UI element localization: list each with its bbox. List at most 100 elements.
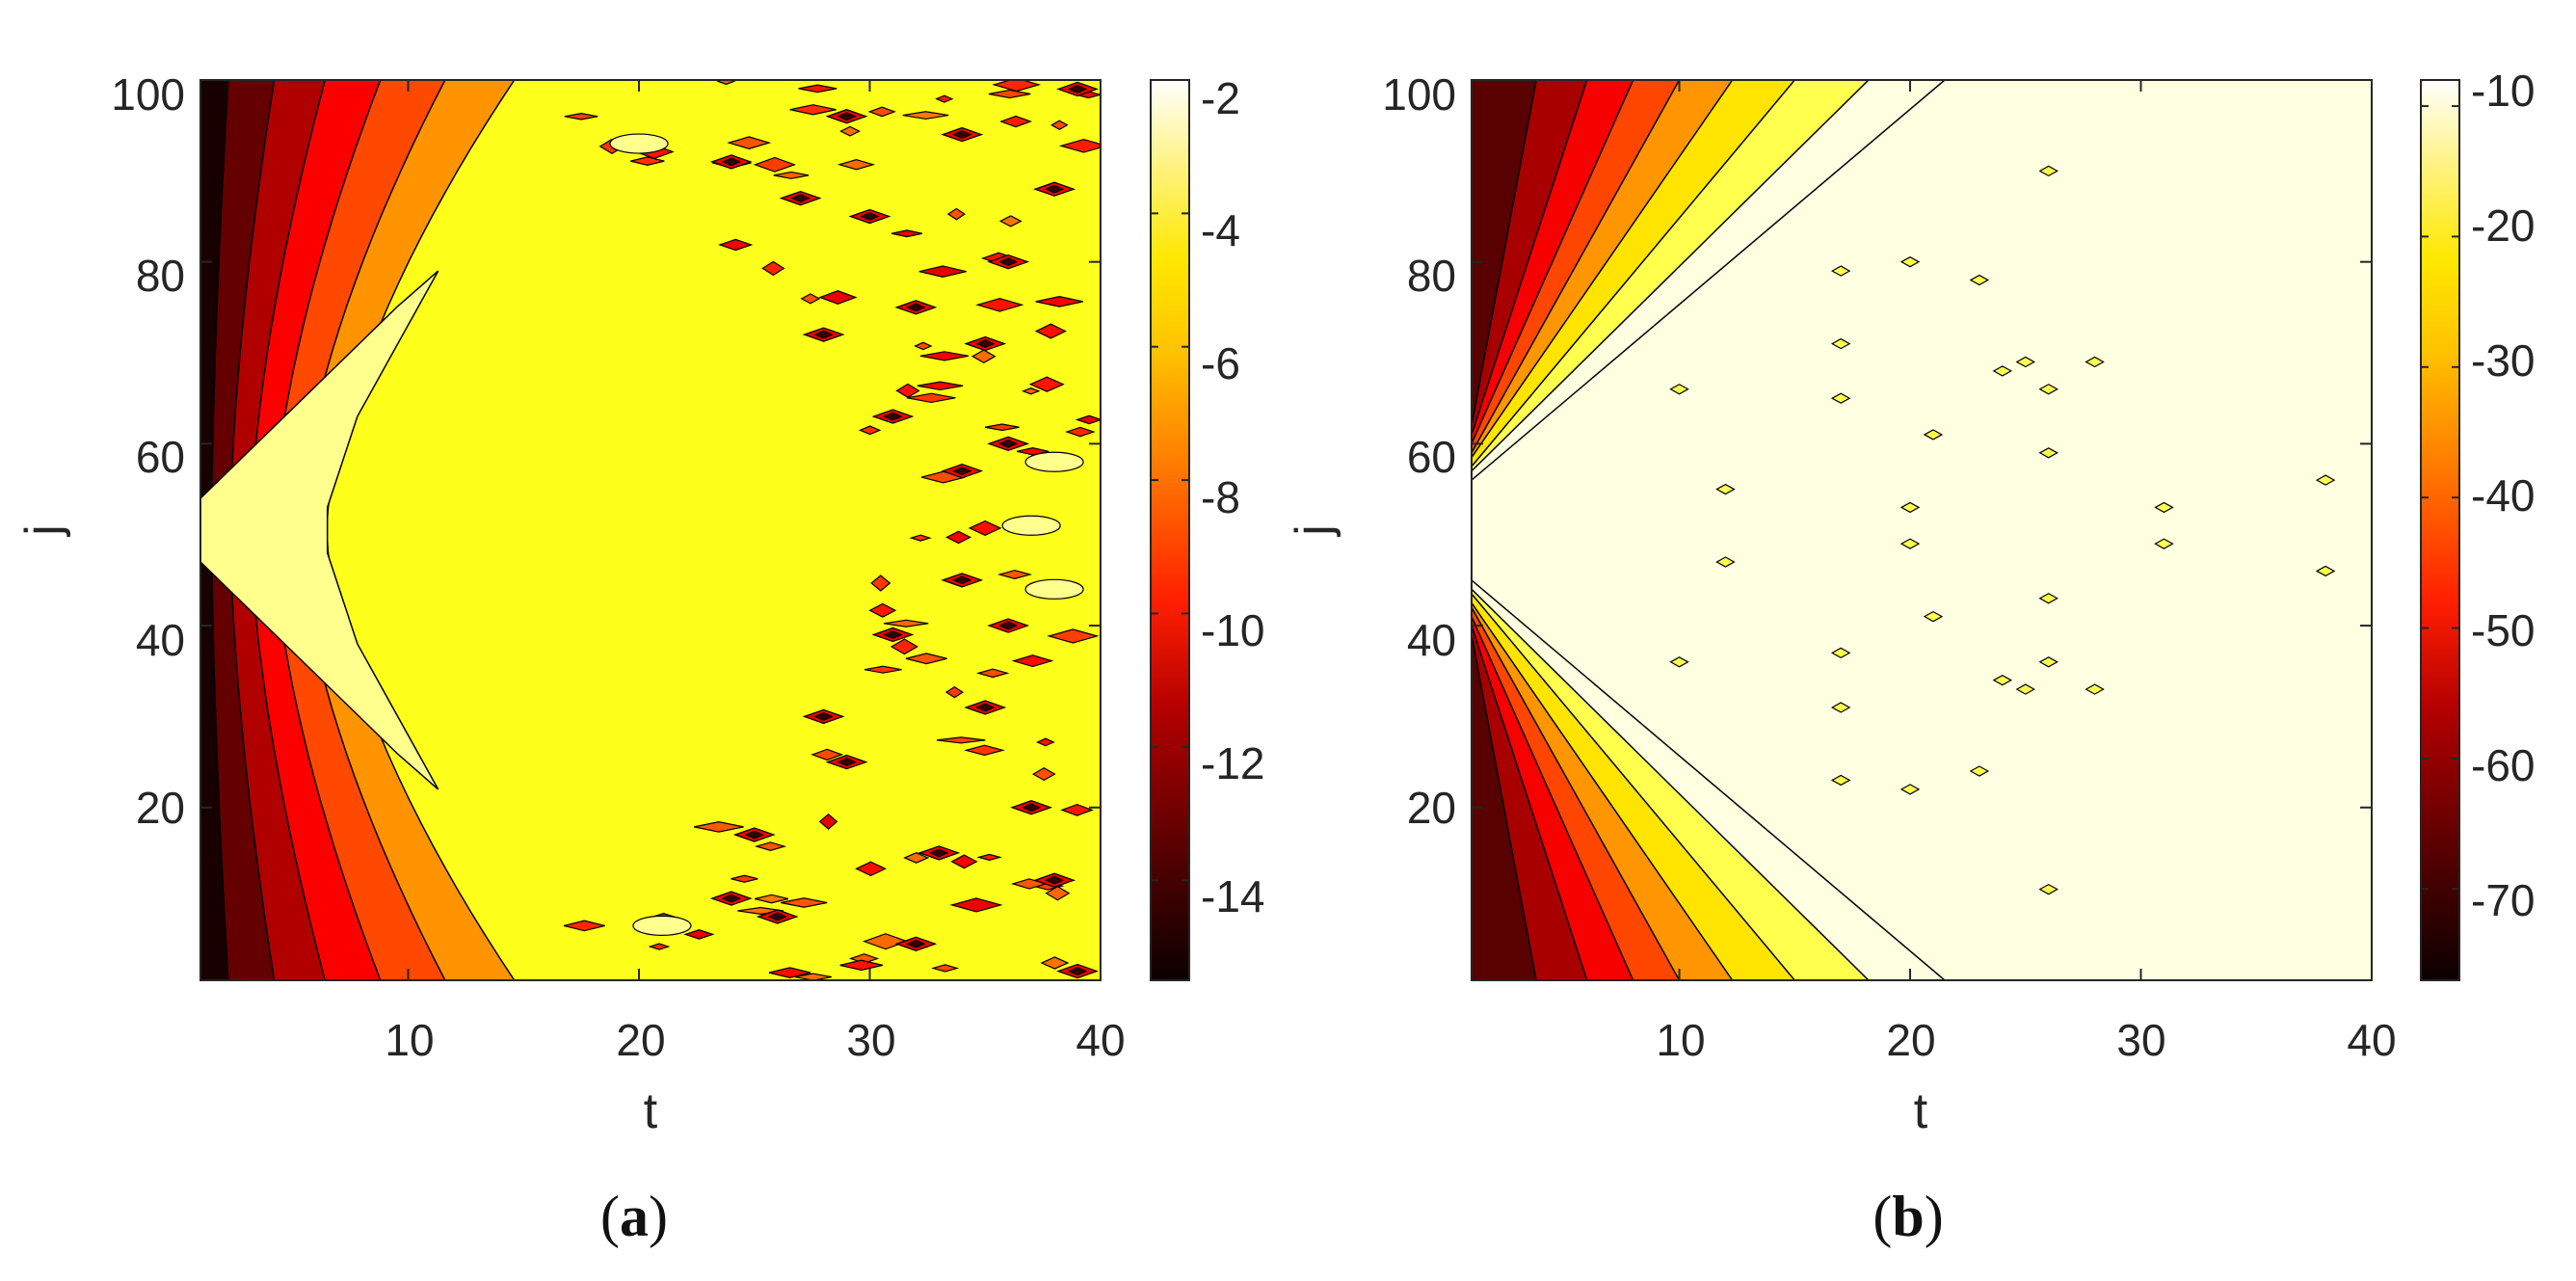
speckle <box>1669 384 1689 395</box>
y-tick-label: 80 <box>136 251 185 301</box>
speckle <box>761 260 785 277</box>
colorbar-b: -10 -20 -30 -40 -50 -60 -70 <box>2420 66 2535 981</box>
speckle <box>1034 323 1067 339</box>
speckle <box>968 520 1002 536</box>
speckle <box>870 574 891 592</box>
speckle <box>2085 356 2105 368</box>
contour-field-b <box>1472 80 2372 980</box>
speckle <box>1899 501 1921 514</box>
speckle <box>1992 674 2013 686</box>
speckle <box>1060 803 1094 816</box>
speckle <box>1017 447 1049 456</box>
speckle <box>1669 656 1689 668</box>
pit-core <box>860 211 880 222</box>
colorbar-ticks-a <box>1151 79 1189 882</box>
speckle <box>794 973 833 980</box>
x-tick-label: 30 <box>2116 1015 2165 1065</box>
speckle <box>988 89 1031 99</box>
speckle <box>855 861 887 877</box>
speckle <box>773 171 810 179</box>
colorbar-tick-label: -10 <box>1201 605 1264 655</box>
colorbar-a: -2 -4 -6 -8 -10 -12 -14 <box>1150 73 1264 981</box>
speckle <box>683 929 715 940</box>
speckle <box>883 619 929 627</box>
pit-core <box>744 830 765 840</box>
pit-core <box>997 257 1019 267</box>
speckle <box>1040 956 1070 970</box>
speckle <box>859 425 882 436</box>
pit-core <box>767 912 787 921</box>
speckle <box>563 920 605 932</box>
x-tick-label: 40 <box>1076 1015 1125 1065</box>
pit-core <box>1044 875 1065 885</box>
speckle <box>867 106 896 118</box>
y-axis-label: j <box>15 524 71 538</box>
ticks-a <box>200 79 1102 980</box>
colorbar-tick-label: -70 <box>2471 875 2535 925</box>
speckle <box>1021 387 1041 395</box>
speckle <box>1923 610 1944 623</box>
speckle <box>976 853 1002 861</box>
colorbar-tick-label: -30 <box>2471 335 2535 386</box>
speckle <box>918 265 967 279</box>
speckle <box>1715 556 1736 568</box>
colorbar-tick-label: -12 <box>1201 738 1264 788</box>
speckle <box>753 156 797 173</box>
speckle <box>837 159 876 171</box>
speckle <box>564 113 598 120</box>
x-tick-label: 30 <box>846 1015 895 1065</box>
speckle <box>1899 538 1921 549</box>
speckle <box>1011 654 1054 668</box>
speckle <box>964 744 1005 757</box>
panel-caption-b: (b) <box>1872 1185 1943 1248</box>
pit-core <box>883 629 903 640</box>
speckle <box>839 125 862 137</box>
pit-core <box>906 303 926 312</box>
pit-core <box>952 575 972 585</box>
contour-field-a <box>200 80 1101 980</box>
y-tick-label: 60 <box>136 432 185 482</box>
speckle-field-a <box>563 80 1101 980</box>
pit-core <box>813 330 834 339</box>
speckle <box>800 293 821 305</box>
speckle <box>2154 538 2174 549</box>
y-tick-label: 20 <box>1407 783 1456 833</box>
y-axis-label: j <box>1286 524 1341 538</box>
pit-core <box>721 894 742 903</box>
speckle <box>905 653 947 665</box>
speckle <box>1969 765 1990 777</box>
colorbar-tick-label: -6 <box>1201 338 1240 388</box>
contour-pale-wedge <box>200 270 439 790</box>
pit-core <box>1044 184 1065 194</box>
speckle <box>895 383 920 398</box>
speckle <box>999 115 1033 128</box>
front-band <box>1472 80 1537 426</box>
speckle <box>914 341 933 351</box>
speckle <box>1969 274 1990 286</box>
speckle <box>996 570 1033 579</box>
speckle <box>906 392 956 404</box>
speckle <box>2038 384 2058 395</box>
front-edge <box>1472 579 1946 980</box>
speckle <box>2315 565 2336 577</box>
speckle-field-b <box>1669 165 2336 895</box>
pit-core <box>1021 803 1042 813</box>
pit-core <box>906 939 926 948</box>
speckle <box>2015 683 2036 695</box>
speckle <box>1830 647 1851 659</box>
speckle <box>1047 628 1100 644</box>
speckle <box>2085 683 2105 695</box>
speckle <box>2154 501 2174 514</box>
x-axis-label: t <box>1914 1083 1928 1139</box>
colorbar-tick-label: -14 <box>1201 871 1264 921</box>
speckle <box>789 104 837 116</box>
speckle <box>818 290 858 305</box>
speckle <box>1064 426 1096 438</box>
speckle <box>2038 883 2058 895</box>
panel-caption-a: (a) <box>600 1185 668 1248</box>
speckle <box>984 423 1020 432</box>
speckle <box>971 349 996 364</box>
speckle <box>694 821 744 833</box>
speckle <box>1028 376 1065 392</box>
